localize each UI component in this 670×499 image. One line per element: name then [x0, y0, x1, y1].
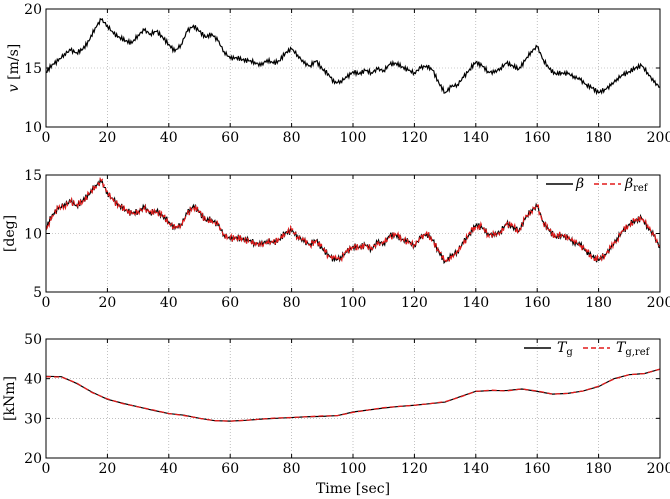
x-tick-label: 120 [401, 295, 428, 311]
y-axis-label-unit: [m/s] [6, 44, 22, 85]
x-tick-label: 160 [524, 295, 551, 311]
series-line-1 [46, 17, 660, 96]
x-tick-label: 180 [585, 295, 612, 311]
x-tick-label: 120 [401, 461, 428, 477]
y-tick-label: 20 [24, 451, 42, 467]
x-tick-label: 40 [160, 130, 178, 146]
x-tick-label: 160 [524, 130, 551, 146]
x-tick-label: 60 [221, 130, 239, 146]
y-tick-label: 20 [24, 2, 42, 18]
x-tick-label: 60 [221, 461, 239, 477]
x-tick-label: 0 [42, 130, 51, 146]
x-tick-label: 200 [647, 461, 670, 477]
x-tick-label: 40 [160, 295, 178, 311]
y-tick-label: 10 [24, 120, 42, 136]
y-tick-label: 15 [24, 168, 42, 184]
y-tick-label: 40 [24, 372, 42, 388]
x-tick-label: 100 [340, 461, 367, 477]
y-tick-label: 30 [24, 411, 42, 427]
legend-label-base: β [575, 176, 584, 192]
legend-label-base: T [616, 340, 627, 356]
panel-1 [45, 8, 661, 128]
x-tick-label: 140 [462, 461, 489, 477]
legend-label-base: T [557, 340, 568, 356]
legend-label-subscript: g [566, 347, 573, 358]
series-line-1 [46, 368, 660, 422]
series-line-2 [46, 176, 660, 264]
legend-label-2: βref [624, 176, 649, 194]
y-tick-label: 50 [24, 332, 42, 348]
x-tick-label: 20 [98, 461, 116, 477]
x-tick-label: 80 [283, 130, 301, 146]
x-tick-label: 60 [221, 295, 239, 311]
y-axis-label: [kNm] [2, 376, 18, 421]
x-tick-label: 100 [340, 130, 367, 146]
y-axis-label-var: v [6, 84, 22, 92]
x-tick-label: 180 [585, 130, 612, 146]
panel-2 [45, 174, 661, 293]
x-tick-label: 180 [585, 461, 612, 477]
x-tick-label: 160 [524, 461, 551, 477]
x-tick-label: 200 [647, 130, 670, 146]
x-tick-label: 40 [160, 461, 178, 477]
y-axis-label: v [m/s] [6, 44, 22, 92]
panel-3 [45, 338, 661, 459]
legend-label-1: β [575, 176, 584, 192]
x-tick-label: 140 [462, 130, 489, 146]
y-tick-label: 5 [33, 285, 42, 301]
x-tick-label: 200 [647, 295, 670, 311]
x-axis-label: Time [sec] [316, 481, 390, 497]
x-tick-label: 80 [283, 461, 301, 477]
y-tick-label: 10 [24, 227, 42, 243]
x-tick-label: 100 [340, 295, 367, 311]
legend-label-2: Tg,ref [616, 340, 651, 358]
legend-label-base: β [624, 176, 633, 192]
x-tick-label: 20 [98, 295, 116, 311]
y-axis-label: [deg] [2, 215, 18, 252]
series-line-2 [46, 368, 660, 422]
x-tick-label: 80 [283, 295, 301, 311]
y-tick-label: 15 [24, 61, 42, 77]
legend-label-1: Tg [557, 340, 573, 358]
legend-label-subscript: g,ref [625, 347, 650, 358]
x-tick-label: 120 [401, 130, 428, 146]
legend-label-subscript: ref [633, 183, 649, 194]
x-tick-label: 140 [462, 295, 489, 311]
x-tick-label: 0 [42, 461, 51, 477]
plot-frame [45, 8, 661, 128]
x-tick-label: 0 [42, 295, 51, 311]
x-tick-label: 20 [98, 130, 116, 146]
